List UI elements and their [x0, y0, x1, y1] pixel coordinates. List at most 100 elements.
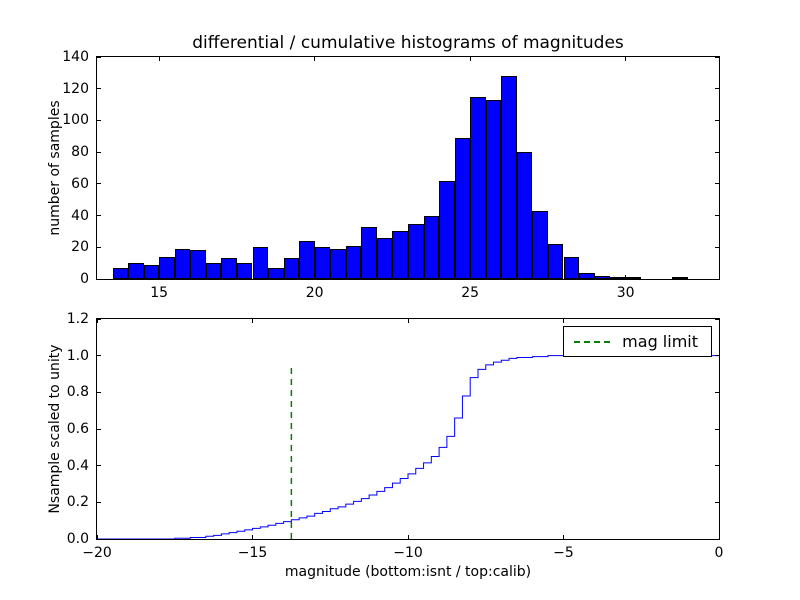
x-tick-mark — [314, 57, 316, 61]
y-tick-mark — [715, 501, 719, 503]
x-tick-label: −5 — [553, 545, 574, 561]
top-axes — [96, 56, 720, 280]
x-tick-label: −15 — [237, 545, 268, 561]
histogram-bar — [408, 223, 424, 279]
y-tick-label: 0.4 — [66, 457, 89, 474]
x-tick-mark — [625, 57, 627, 61]
y-tick-mark — [97, 278, 101, 280]
y-tick-mark — [97, 246, 101, 248]
x-tick-label: 15 — [150, 285, 169, 301]
histogram-bar — [236, 263, 253, 279]
histogram-bar — [610, 277, 626, 279]
x-tick-mark — [718, 319, 720, 323]
histogram-bar — [299, 240, 315, 279]
y-tick-mark — [97, 151, 101, 153]
histogram-bar — [454, 137, 471, 279]
y-tick-label: 1.2 — [66, 311, 89, 327]
y-tick-mark — [715, 246, 719, 248]
y-tick-mark — [97, 119, 101, 121]
y-tick-label: 100 — [62, 112, 89, 129]
histogram-bar — [205, 263, 222, 279]
y-tick-label: 0.0 — [66, 531, 89, 547]
x-tick-label: 0 — [714, 545, 724, 561]
top-y-axis-label: number of samples — [47, 100, 63, 236]
y-tick-mark — [715, 151, 719, 153]
x-tick-label: 20 — [305, 285, 324, 301]
y-tick-label: 80 — [71, 144, 89, 161]
x-tick-mark — [718, 535, 720, 539]
cumulative-step-line — [97, 355, 719, 539]
histogram-bar — [563, 256, 580, 279]
x-axis-label: magnitude (bottom:isnt / top:calib) — [284, 564, 532, 580]
x-tick-mark — [314, 275, 316, 279]
y-tick-label: 60 — [71, 175, 89, 192]
bottom-plot-area — [97, 319, 719, 539]
legend: mag limit — [563, 326, 712, 357]
x-tick-mark — [625, 275, 627, 279]
y-tick-mark — [715, 318, 719, 320]
y-tick-mark — [715, 538, 719, 540]
y-tick-mark — [97, 88, 101, 90]
x-tick-mark — [407, 319, 409, 323]
y-tick-mark — [97, 318, 101, 320]
y-tick-mark — [715, 278, 719, 280]
histogram-bar — [485, 99, 502, 279]
y-tick-mark — [715, 88, 719, 90]
x-tick-label: 30 — [616, 285, 635, 301]
histogram-bar — [252, 247, 269, 279]
x-tick-mark — [469, 57, 471, 61]
histogram-bar — [128, 263, 144, 279]
y-tick-label: 0.6 — [66, 421, 89, 437]
histogram-bar — [501, 76, 517, 279]
histogram-bar — [547, 244, 564, 279]
histogram-bar — [579, 272, 595, 279]
histogram-bar — [672, 277, 688, 279]
y-tick-mark — [97, 428, 101, 430]
histogram-bar — [361, 226, 377, 279]
x-tick-mark — [252, 535, 253, 539]
histogram-bar — [283, 258, 300, 279]
histogram-bar — [532, 210, 548, 279]
top-plot-area — [97, 57, 719, 279]
cumulative-line-svg — [97, 355, 719, 539]
x-tick-mark — [563, 535, 564, 539]
x-tick-mark — [96, 319, 98, 323]
y-tick-label: 40 — [71, 207, 89, 224]
y-tick-mark — [97, 355, 101, 357]
histogram-bar — [221, 258, 237, 279]
y-tick-mark — [715, 465, 719, 467]
histogram-bar — [516, 152, 533, 279]
x-tick-label: −20 — [82, 545, 112, 561]
x-tick-mark — [158, 275, 160, 279]
y-tick-label: 1.0 — [66, 347, 89, 364]
histogram-bar — [439, 180, 455, 279]
y-tick-label: 0.2 — [66, 494, 89, 511]
y-tick-label: 20 — [71, 239, 89, 256]
y-tick-mark — [97, 391, 101, 393]
y-tick-mark — [715, 119, 719, 121]
y-tick-mark — [97, 183, 101, 185]
histogram-bar — [594, 275, 611, 279]
y-tick-mark — [715, 428, 719, 430]
x-tick-mark — [563, 319, 564, 323]
histogram-bar — [190, 250, 206, 279]
bottom-axes: mag limit — [96, 318, 720, 540]
histogram-bar — [330, 248, 346, 279]
x-tick-label: −10 — [393, 545, 423, 561]
y-tick-mark — [715, 56, 719, 58]
x-tick-label: 25 — [461, 285, 480, 301]
histogram-bar — [112, 267, 129, 279]
histogram-bar — [159, 256, 175, 279]
mag-limit-line-sample — [574, 340, 611, 343]
x-tick-mark — [469, 275, 471, 279]
legend-label: mag limit — [622, 332, 698, 351]
histogram-bar — [392, 231, 408, 279]
x-tick-mark — [158, 57, 160, 61]
y-tick-label: 0.8 — [66, 384, 89, 401]
y-tick-label: 120 — [62, 80, 89, 97]
y-tick-mark — [715, 355, 719, 357]
histogram-bar — [470, 96, 486, 279]
histogram-bar — [345, 245, 362, 279]
histogram-bar — [174, 248, 191, 279]
bottom-y-axis-label: Nsample scaled to unity — [47, 344, 63, 514]
